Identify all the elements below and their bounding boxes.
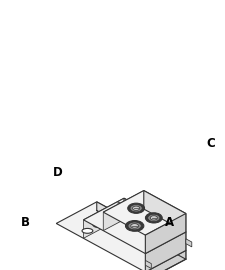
- Ellipse shape: [126, 221, 144, 231]
- Polygon shape: [145, 232, 186, 270]
- Polygon shape: [145, 214, 186, 254]
- Ellipse shape: [133, 206, 140, 210]
- Ellipse shape: [82, 228, 93, 233]
- Text: A: A: [165, 216, 174, 229]
- Ellipse shape: [130, 205, 142, 212]
- Polygon shape: [56, 202, 186, 270]
- Polygon shape: [83, 198, 124, 238]
- Polygon shape: [186, 239, 192, 247]
- Ellipse shape: [128, 222, 141, 230]
- Polygon shape: [145, 251, 186, 270]
- Polygon shape: [144, 191, 186, 232]
- Polygon shape: [103, 191, 186, 235]
- Ellipse shape: [131, 224, 139, 228]
- Text: D: D: [52, 166, 62, 179]
- Ellipse shape: [148, 214, 160, 222]
- Polygon shape: [103, 191, 144, 231]
- Ellipse shape: [93, 222, 105, 228]
- Text: C: C: [206, 137, 215, 150]
- Polygon shape: [97, 202, 186, 259]
- Polygon shape: [83, 198, 186, 254]
- Polygon shape: [118, 202, 124, 210]
- Ellipse shape: [145, 213, 162, 223]
- Polygon shape: [124, 198, 186, 251]
- Ellipse shape: [128, 203, 145, 213]
- Polygon shape: [145, 260, 151, 268]
- Text: B: B: [21, 216, 30, 229]
- Ellipse shape: [150, 216, 157, 220]
